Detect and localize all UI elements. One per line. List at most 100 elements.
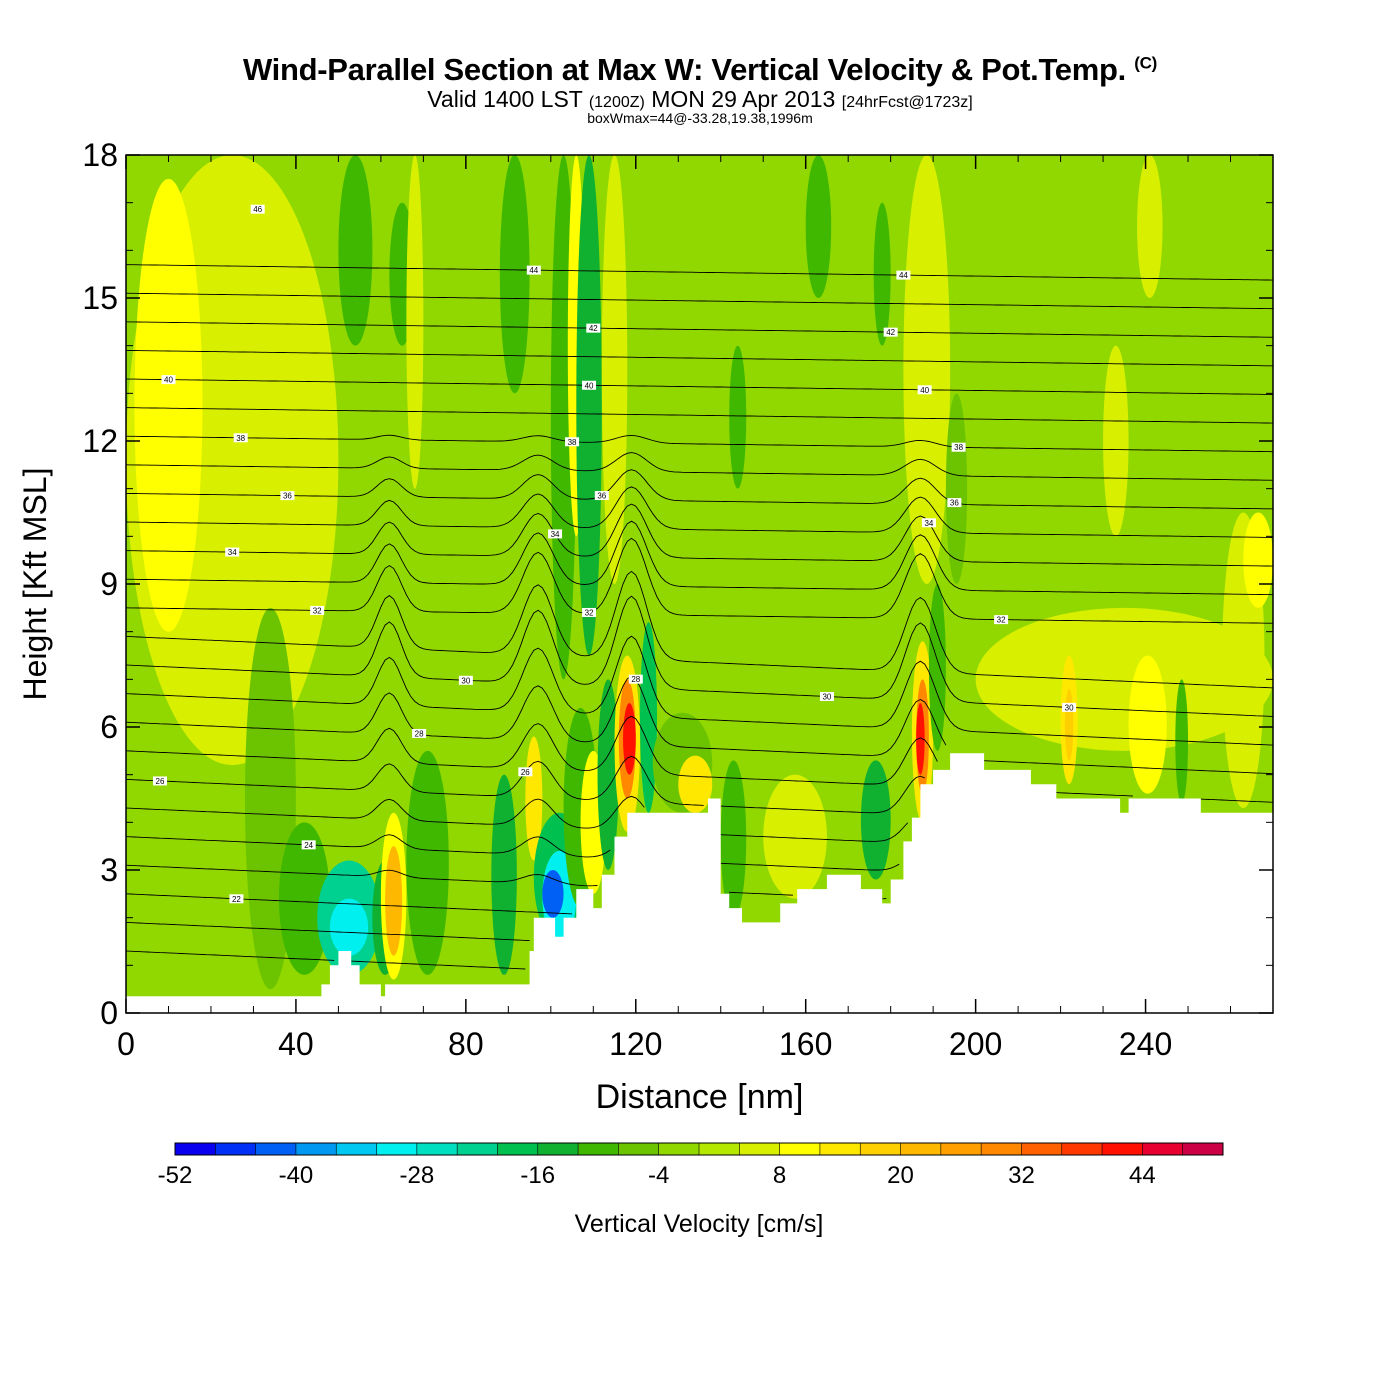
isentrope-line	[126, 469, 1273, 510]
velocity-patch	[729, 345, 747, 489]
y-tick-label: 0	[100, 995, 118, 1031]
isentrope-line	[126, 378, 1273, 395]
isentrope-line	[126, 635, 1273, 746]
isentrope-line	[126, 755, 925, 814]
colorbar-label: Vertical Velocity [cm/s]	[575, 1210, 824, 1238]
velocity-patch	[805, 155, 832, 298]
terrain-polygon	[126, 753, 1273, 1013]
velocity-patch	[542, 870, 564, 918]
velocity-patch	[1103, 345, 1129, 537]
contour-label: 36	[283, 492, 292, 501]
colorbar-swatch	[578, 1143, 619, 1155]
velocity-patch	[601, 155, 628, 584]
forecast-label: [24hrFcst@1723z]	[841, 94, 973, 111]
y-tick-label: 9	[100, 566, 118, 602]
velocity-patch	[491, 774, 517, 975]
velocity-patch	[1137, 155, 1163, 298]
colorbar-swatch	[537, 1143, 579, 1155]
contour-label-bg	[526, 265, 541, 275]
contour-label-bg	[225, 547, 240, 557]
contour-label: 46	[253, 205, 262, 214]
velocity-patch	[975, 607, 1273, 751]
x-tick-label: 80	[448, 1026, 484, 1062]
velocity-patch	[928, 584, 946, 751]
colorbar-tick-label: -16	[520, 1162, 555, 1189]
velocity-patch	[1243, 512, 1273, 608]
colorbar-swatch	[860, 1143, 901, 1155]
contour-label-bg	[994, 615, 1009, 625]
colorbar-swatch	[819, 1143, 861, 1155]
contour-label: 34	[228, 548, 237, 557]
contour-label: 38	[568, 438, 577, 447]
colorbar-swatch	[981, 1143, 1022, 1155]
colorbar-frame	[174, 1142, 1224, 1156]
x-tick-label: 0	[117, 1026, 135, 1062]
colorbar-swatch	[618, 1143, 659, 1155]
contour-label: 34	[924, 519, 933, 528]
isentrope-line	[126, 349, 1273, 367]
contour-label-bg	[161, 375, 176, 385]
colorbar-swatch	[457, 1143, 498, 1155]
colorbar-tick-label: 32	[1008, 1162, 1035, 1189]
colorbar-tick-label: 44	[1129, 1162, 1156, 1189]
contour-label-bg	[565, 437, 580, 447]
isentrope-line	[126, 570, 1273, 689]
colorbar-swatch	[175, 1143, 216, 1155]
contour-label-bg	[458, 675, 473, 685]
contour-label-bg	[152, 776, 167, 786]
velocity-patch	[720, 760, 747, 918]
contour-label: 44	[529, 266, 538, 275]
isentrope-line	[126, 434, 1273, 453]
colorbar-swatch	[295, 1143, 337, 1155]
isentrope-line	[126, 452, 1273, 481]
valid-local-time: Valid 1400 LST	[427, 86, 583, 112]
isentrope-line	[126, 921, 530, 941]
x-tick-label: 200	[949, 1026, 1002, 1062]
contour-label-bg	[594, 491, 609, 501]
colorbar-tick-label: -4	[648, 1162, 669, 1189]
velocity-patch	[860, 760, 891, 880]
contour-label: 42	[589, 324, 598, 333]
contour-label-bg	[280, 491, 295, 501]
velocity-patch	[406, 155, 424, 489]
contour-label-bg	[310, 605, 325, 615]
colorbar-tick-label: 20	[887, 1162, 914, 1189]
contour-label-bg	[947, 498, 962, 508]
isentrope-line	[126, 950, 526, 970]
contour-label-bg	[921, 518, 936, 528]
contour-label-bg	[412, 728, 427, 738]
isentrope-line	[126, 795, 909, 842]
isentrope-line	[126, 893, 573, 915]
contour-label: 44	[899, 271, 908, 280]
velocity-patch	[134, 178, 203, 632]
colorbar-tick-label: -28	[400, 1162, 435, 1189]
colorbar-swatch	[900, 1143, 942, 1155]
colorbar-swatch	[1142, 1143, 1183, 1155]
velocity-patch	[873, 202, 891, 346]
contour-label-bg	[883, 327, 898, 337]
velocity-patch	[623, 703, 636, 775]
isentrope-line	[126, 292, 1273, 310]
contour-label: 36	[597, 492, 606, 501]
colorbar-swatch	[1021, 1143, 1063, 1155]
contour-label: 22	[232, 895, 241, 904]
contour-label-bg	[896, 270, 911, 280]
y-tick-label: 12	[82, 423, 118, 459]
y-tick-label: 3	[100, 852, 118, 888]
x-tick-label: 240	[1119, 1026, 1172, 1062]
velocity-patch	[678, 755, 713, 813]
colorbar-swatch	[699, 1143, 740, 1155]
contour-label: 40	[164, 376, 173, 385]
colorbar-swatch	[336, 1143, 377, 1155]
velocity-patch	[640, 622, 658, 813]
contour-label-bg	[250, 204, 265, 214]
contour-label: 26	[156, 777, 165, 786]
isentrope-line	[126, 520, 1273, 596]
contour-label-bg	[1062, 702, 1077, 712]
x-axis-label: Distance [nm]	[596, 1078, 804, 1116]
y-tick-label: 15	[82, 280, 118, 316]
contour-label: 30	[1065, 703, 1074, 712]
isentrope-line	[126, 407, 1273, 424]
isentrope-contours: 22 24 26 26 28 28 30 30 30 32 32 32 34 34 34 36 36 36 38 38…	[126, 204, 1273, 970]
